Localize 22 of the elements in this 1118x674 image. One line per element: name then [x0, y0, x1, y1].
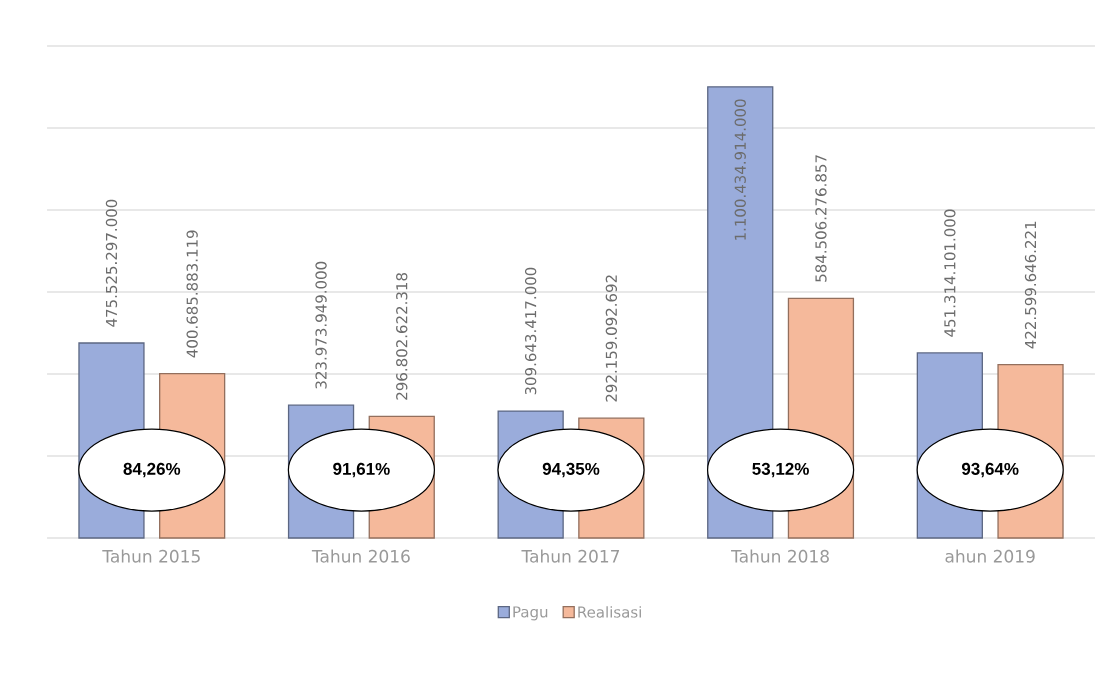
data-label: 422.599.646.221 [1024, 221, 1037, 349]
x-tick-label: Tahun 2018 [731, 549, 829, 563]
annotation: 84,26% [123, 462, 181, 478]
data-label: 292.159.092.692 [605, 275, 618, 402]
legend-label: Pagu [513, 606, 548, 621]
data-label: 1.100.434.914.000 [734, 99, 746, 240]
data-label: 584.506.276.857 [815, 155, 827, 282]
data-label: 323.973.949.000 [315, 261, 327, 389]
annotation: 91,61% [333, 462, 390, 478]
x-tick-label: ahun 2019 [945, 549, 1035, 563]
data-label: 451.314.101.000 [944, 209, 956, 337]
data-label: 400.685.883.119 [186, 230, 198, 358]
data-label: 475.525.297.000 [105, 199, 118, 327]
data-label: 296.802.622.318 [396, 273, 408, 400]
x-tick-label: Tahun 2016 [311, 549, 410, 563]
annotation: 93,64% [961, 462, 1019, 478]
annotation: 94,35% [542, 462, 600, 478]
data-label: 309.643.417.000 [524, 267, 537, 395]
x-tick-label: Tahun 2015 [102, 549, 200, 563]
annotation: 53,12% [752, 462, 809, 478]
x-tick-label: Tahun 2017 [521, 549, 620, 563]
legend-label: Realisasi [578, 606, 641, 618]
